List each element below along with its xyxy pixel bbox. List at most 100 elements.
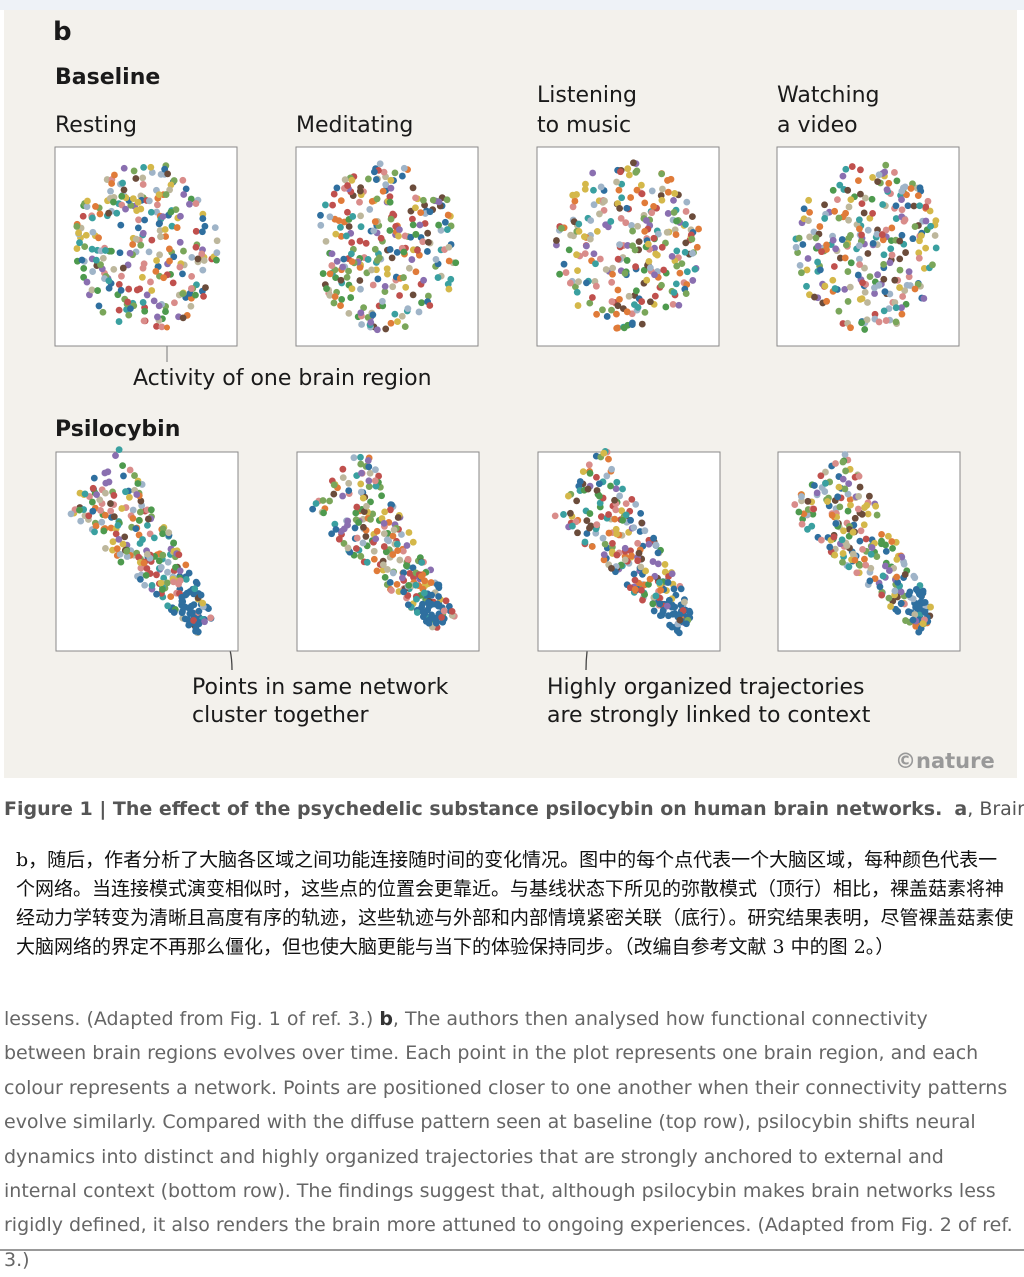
dot: [389, 551, 397, 558]
dot: [641, 527, 649, 535]
dot: [107, 507, 115, 515]
dot: [158, 323, 166, 331]
dot: [882, 562, 889, 570]
dot: [363, 502, 370, 510]
dot: [142, 571, 150, 579]
dot: [356, 264, 364, 271]
panel-title: Listening: [537, 83, 637, 108]
dot: [581, 185, 589, 193]
dot: [412, 268, 420, 276]
dot: [110, 198, 117, 206]
dot: [353, 503, 361, 511]
dot: [682, 208, 690, 215]
dot: [366, 469, 374, 477]
dot: [628, 222, 635, 229]
dot: [382, 325, 390, 333]
dot: [180, 247, 187, 255]
dot: [79, 212, 87, 220]
dot: [364, 175, 372, 183]
dot: [394, 547, 402, 555]
dot: [931, 232, 939, 239]
dot: [847, 232, 854, 239]
dot: [632, 168, 640, 176]
dot: [442, 597, 450, 605]
dot: [322, 237, 330, 245]
dot: [806, 233, 814, 241]
dot: [867, 564, 875, 572]
dot: [646, 298, 654, 306]
dot: [120, 186, 128, 194]
dot: [901, 216, 909, 224]
dot: [652, 541, 660, 549]
dot: [658, 170, 666, 178]
dot: [373, 567, 381, 575]
dot: [689, 277, 697, 284]
dot: [386, 227, 394, 234]
dot: [885, 179, 893, 187]
dot: [855, 177, 862, 185]
dot: [856, 537, 864, 545]
dot: [147, 163, 155, 171]
dot: [333, 257, 341, 265]
dot: [580, 233, 588, 241]
dot: [370, 555, 378, 563]
dot: [888, 538, 896, 545]
dot: [595, 480, 603, 488]
dot: [345, 479, 353, 487]
dot: [806, 291, 813, 299]
dot: [619, 485, 626, 493]
dot: [395, 232, 402, 240]
dot: [649, 600, 657, 608]
dot: [664, 210, 672, 217]
dot: [614, 324, 622, 332]
dot: [186, 200, 193, 208]
dot: [642, 217, 650, 224]
dot: [155, 557, 163, 565]
dot: [326, 497, 333, 505]
dot: [650, 607, 658, 615]
dot: [551, 512, 559, 520]
dot: [129, 506, 137, 514]
dot: [618, 194, 626, 202]
dot: [424, 238, 432, 246]
dot: [688, 235, 696, 243]
dot: [372, 176, 380, 183]
dot: [633, 186, 641, 194]
dot: [340, 540, 348, 547]
dot: [141, 216, 149, 224]
dot: [607, 482, 614, 490]
dot: [892, 318, 900, 326]
dot: [843, 542, 851, 550]
dot: [120, 472, 127, 480]
dot: [808, 522, 816, 530]
dot: [364, 256, 372, 263]
dot: [364, 457, 372, 464]
dot: [660, 266, 668, 274]
dot: [593, 521, 601, 529]
dot: [856, 261, 864, 268]
dot: [662, 303, 670, 311]
dot: [323, 285, 330, 293]
dot: [141, 581, 149, 589]
dot: [862, 561, 870, 569]
dot: [659, 185, 666, 193]
dot: [179, 176, 187, 184]
dot: [834, 493, 842, 501]
dot: [367, 498, 374, 506]
dot: [96, 210, 104, 218]
dot: [117, 221, 125, 229]
dot: [845, 216, 852, 224]
dot: [841, 451, 849, 458]
dot: [199, 599, 207, 607]
dot: [912, 622, 920, 630]
dot: [867, 550, 875, 558]
dot: [424, 599, 432, 606]
dot: [875, 318, 883, 326]
dot: [157, 170, 165, 178]
dot: [842, 241, 850, 249]
dot: [177, 212, 184, 220]
dot: [81, 243, 89, 251]
dot: [159, 551, 167, 559]
dot: [373, 326, 381, 334]
dot: [642, 567, 650, 575]
